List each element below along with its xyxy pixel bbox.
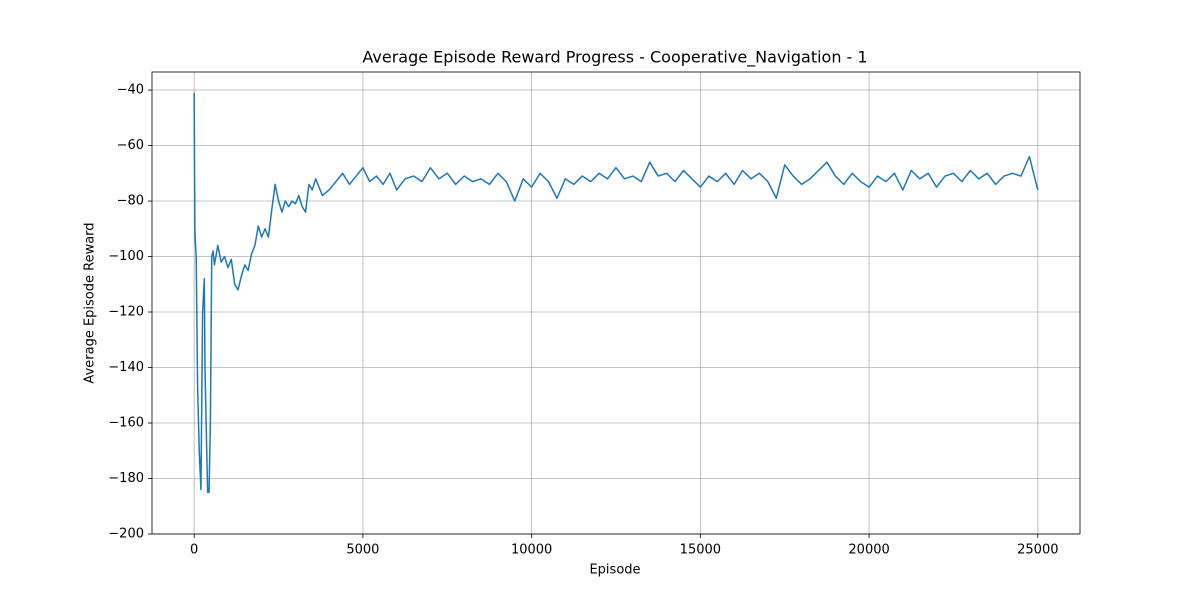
x-axis-label: Episode <box>589 563 640 578</box>
y-axis-label: Average Episode Reward <box>83 222 98 383</box>
y-tick-label: −40 <box>117 83 144 98</box>
y-tick-label: −200 <box>108 527 144 542</box>
x-tick-label: 20000 <box>848 543 889 558</box>
y-tick-label: −80 <box>117 194 144 209</box>
data-line <box>193 92 1039 494</box>
y-tick-label: −60 <box>117 138 144 153</box>
y-tick-label: −180 <box>108 471 144 486</box>
y-tick-label: −140 <box>108 360 144 375</box>
x-tick-label: 10000 <box>511 543 552 558</box>
y-tick-label: −160 <box>108 416 144 431</box>
y-tick-label: −120 <box>108 305 144 320</box>
x-tick-label: 0 <box>190 543 198 558</box>
plot-frame <box>151 71 1081 535</box>
x-tick-label: 15000 <box>680 543 721 558</box>
x-tick-label: 25000 <box>1017 543 1058 558</box>
y-tick-label: −100 <box>108 249 144 264</box>
x-tick-label: 5000 <box>346 543 379 558</box>
chart-title: Average Episode Reward Progress - Cooper… <box>362 48 867 68</box>
